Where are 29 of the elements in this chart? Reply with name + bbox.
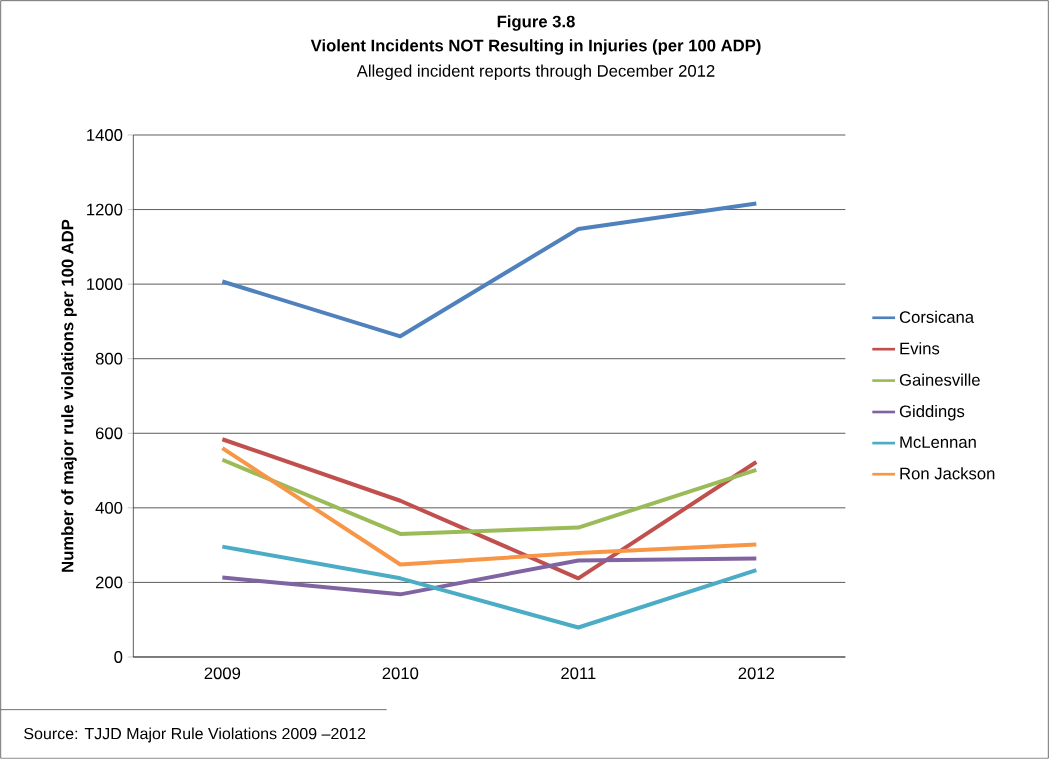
text: Alleged incident reports through December 2012 bbox=[356, 64, 715, 81]
x-tick-label: 2010 bbox=[382, 667, 419, 680]
y-tick-label: 0 bbox=[114, 651, 123, 663]
legend-label: Gainesville bbox=[899, 373, 980, 386]
line-series bbox=[220, 457, 759, 536]
chart-subtitle: Violent Incidents NOT Resulting in Injuries (per 100 ADP) bbox=[310, 39, 761, 55]
legend-label: McLennan bbox=[900, 436, 976, 448]
line-series bbox=[220, 201, 759, 339]
y-tick-label: 400 bbox=[95, 501, 123, 514]
source-note: Source: TJJD Major Rule Violations 2009 –2012 bbox=[24, 727, 366, 743]
line-series bbox=[220, 544, 759, 630]
y-tick-label: 600 bbox=[95, 427, 123, 440]
line-series bbox=[220, 437, 759, 581]
legend-label: Ron Jackson bbox=[900, 467, 995, 480]
legend-label: Evins bbox=[900, 342, 940, 355]
line-series bbox=[220, 446, 759, 567]
chart-title: Figure 3.8 bbox=[497, 15, 575, 31]
y-tick-label: 200 bbox=[95, 576, 123, 589]
y-axis-title: Number of major rule violations per 100 ADP bbox=[61, 219, 77, 572]
y-tick-label: 1000 bbox=[87, 278, 123, 291]
line-series bbox=[220, 556, 759, 597]
y-tick-label: 800 bbox=[95, 352, 123, 365]
x-tick-label: 2011 bbox=[561, 667, 596, 680]
y-tick-label: 1400 bbox=[87, 129, 123, 141]
y-tick-label: 1200 bbox=[87, 203, 123, 216]
legend-label: Corsicana bbox=[899, 310, 975, 323]
legend-label: Giddings bbox=[899, 404, 965, 421]
x-tick-label: 2009 bbox=[204, 667, 241, 680]
x-tick-label: 2012 bbox=[738, 667, 775, 680]
